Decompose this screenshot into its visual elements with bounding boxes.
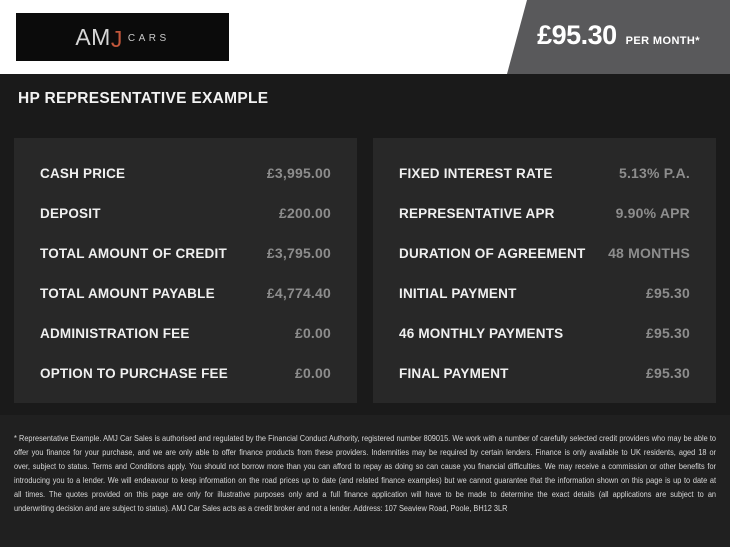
row-deposit: DEPOSIT £200.00 — [40, 193, 331, 233]
logo-j-accent-text: J — [110, 25, 123, 52]
row-initial-payment: INITIAL PAYMENT £95.30 — [399, 273, 690, 313]
row-final-payment: FINAL PAYMENT £95.30 — [399, 353, 690, 393]
row-value: £3,995.00 — [266, 165, 331, 181]
row-label: CASH PRICE — [40, 165, 126, 181]
row-value: £3,795.00 — [266, 245, 331, 261]
row-administration-fee: ADMINISTRATION FEE £0.00 — [40, 313, 331, 353]
row-label: OPTION TO PURCHASE FEE — [40, 365, 228, 381]
footer-section: * Representative Example. AMJ Car Sales … — [0, 415, 730, 547]
row-total-amount-payable: TOTAL AMOUNT PAYABLE £4,774.40 — [40, 273, 331, 313]
row-value: £4,774.40 — [266, 285, 331, 301]
row-value: £95.30 — [645, 285, 690, 301]
row-monthly-payments: 46 MONTHLY PAYMENTS £95.30 — [399, 313, 690, 353]
legal-disclaimer: * Representative Example. AMJ Car Sales … — [14, 434, 717, 513]
price-banner: £95.30 PER MONTH* — [507, 0, 730, 74]
row-label: TOTAL AMOUNT OF CREDIT — [40, 245, 227, 261]
row-label: FIXED INTEREST RATE — [399, 165, 553, 181]
row-fixed-interest-rate: FIXED INTEREST RATE 5.13% P.A. — [399, 153, 690, 193]
row-value: 5.13% P.A. — [618, 165, 690, 181]
row-total-amount-of-credit: TOTAL AMOUNT OF CREDIT £3,795.00 — [40, 233, 331, 273]
row-value: 48 MONTHS — [608, 245, 690, 261]
finance-panel-right: FIXED INTEREST RATE 5.13% P.A. REPRESENT… — [373, 138, 716, 403]
price-amount: £95.30 — [537, 20, 617, 50]
logo-am-text: AM — [75, 23, 111, 50]
top-bar: AMJ CARS £95.30 PER MONTH* — [0, 0, 730, 74]
row-value: £0.00 — [294, 325, 331, 341]
logo-text: AMJ — [75, 23, 123, 52]
row-value: £95.30 — [645, 365, 690, 381]
row-label: INITIAL PAYMENT — [399, 285, 517, 301]
row-label: FINAL PAYMENT — [399, 365, 509, 381]
row-representative-apr: REPRESENTATIVE APR 9.90% APR — [399, 193, 690, 233]
row-cash-price: CASH PRICE £3,995.00 — [40, 153, 331, 193]
brand-logo: AMJ CARS — [16, 13, 229, 61]
logo-cars-text: CARS — [127, 32, 170, 44]
row-label: REPRESENTATIVE APR — [399, 205, 555, 221]
row-value: £0.00 — [294, 365, 331, 381]
finance-example-section: HP REPRESENTATIVE EXAMPLE CASH PRICE £3,… — [0, 74, 730, 415]
row-option-to-purchase-fee: OPTION TO PURCHASE FEE £0.00 — [40, 353, 331, 393]
row-label: DEPOSIT — [40, 205, 101, 221]
finance-panel-left: CASH PRICE £3,995.00 DEPOSIT £200.00 TOT… — [14, 138, 357, 403]
row-label: DURATION OF AGREEMENT — [399, 245, 586, 261]
row-value: £200.00 — [278, 205, 331, 221]
row-value: £95.30 — [645, 325, 690, 341]
row-value: 9.90% APR — [615, 205, 690, 221]
price-per-month-label: PER MONTH* — [625, 35, 700, 47]
row-label: 46 MONTHLY PAYMENTS — [399, 325, 564, 341]
section-heading: HP REPRESENTATIVE EXAMPLE — [18, 90, 269, 107]
row-label: ADMINISTRATION FEE — [40, 325, 190, 341]
row-duration-of-agreement: DURATION OF AGREEMENT 48 MONTHS — [399, 233, 690, 273]
row-label: TOTAL AMOUNT PAYABLE — [40, 285, 215, 301]
